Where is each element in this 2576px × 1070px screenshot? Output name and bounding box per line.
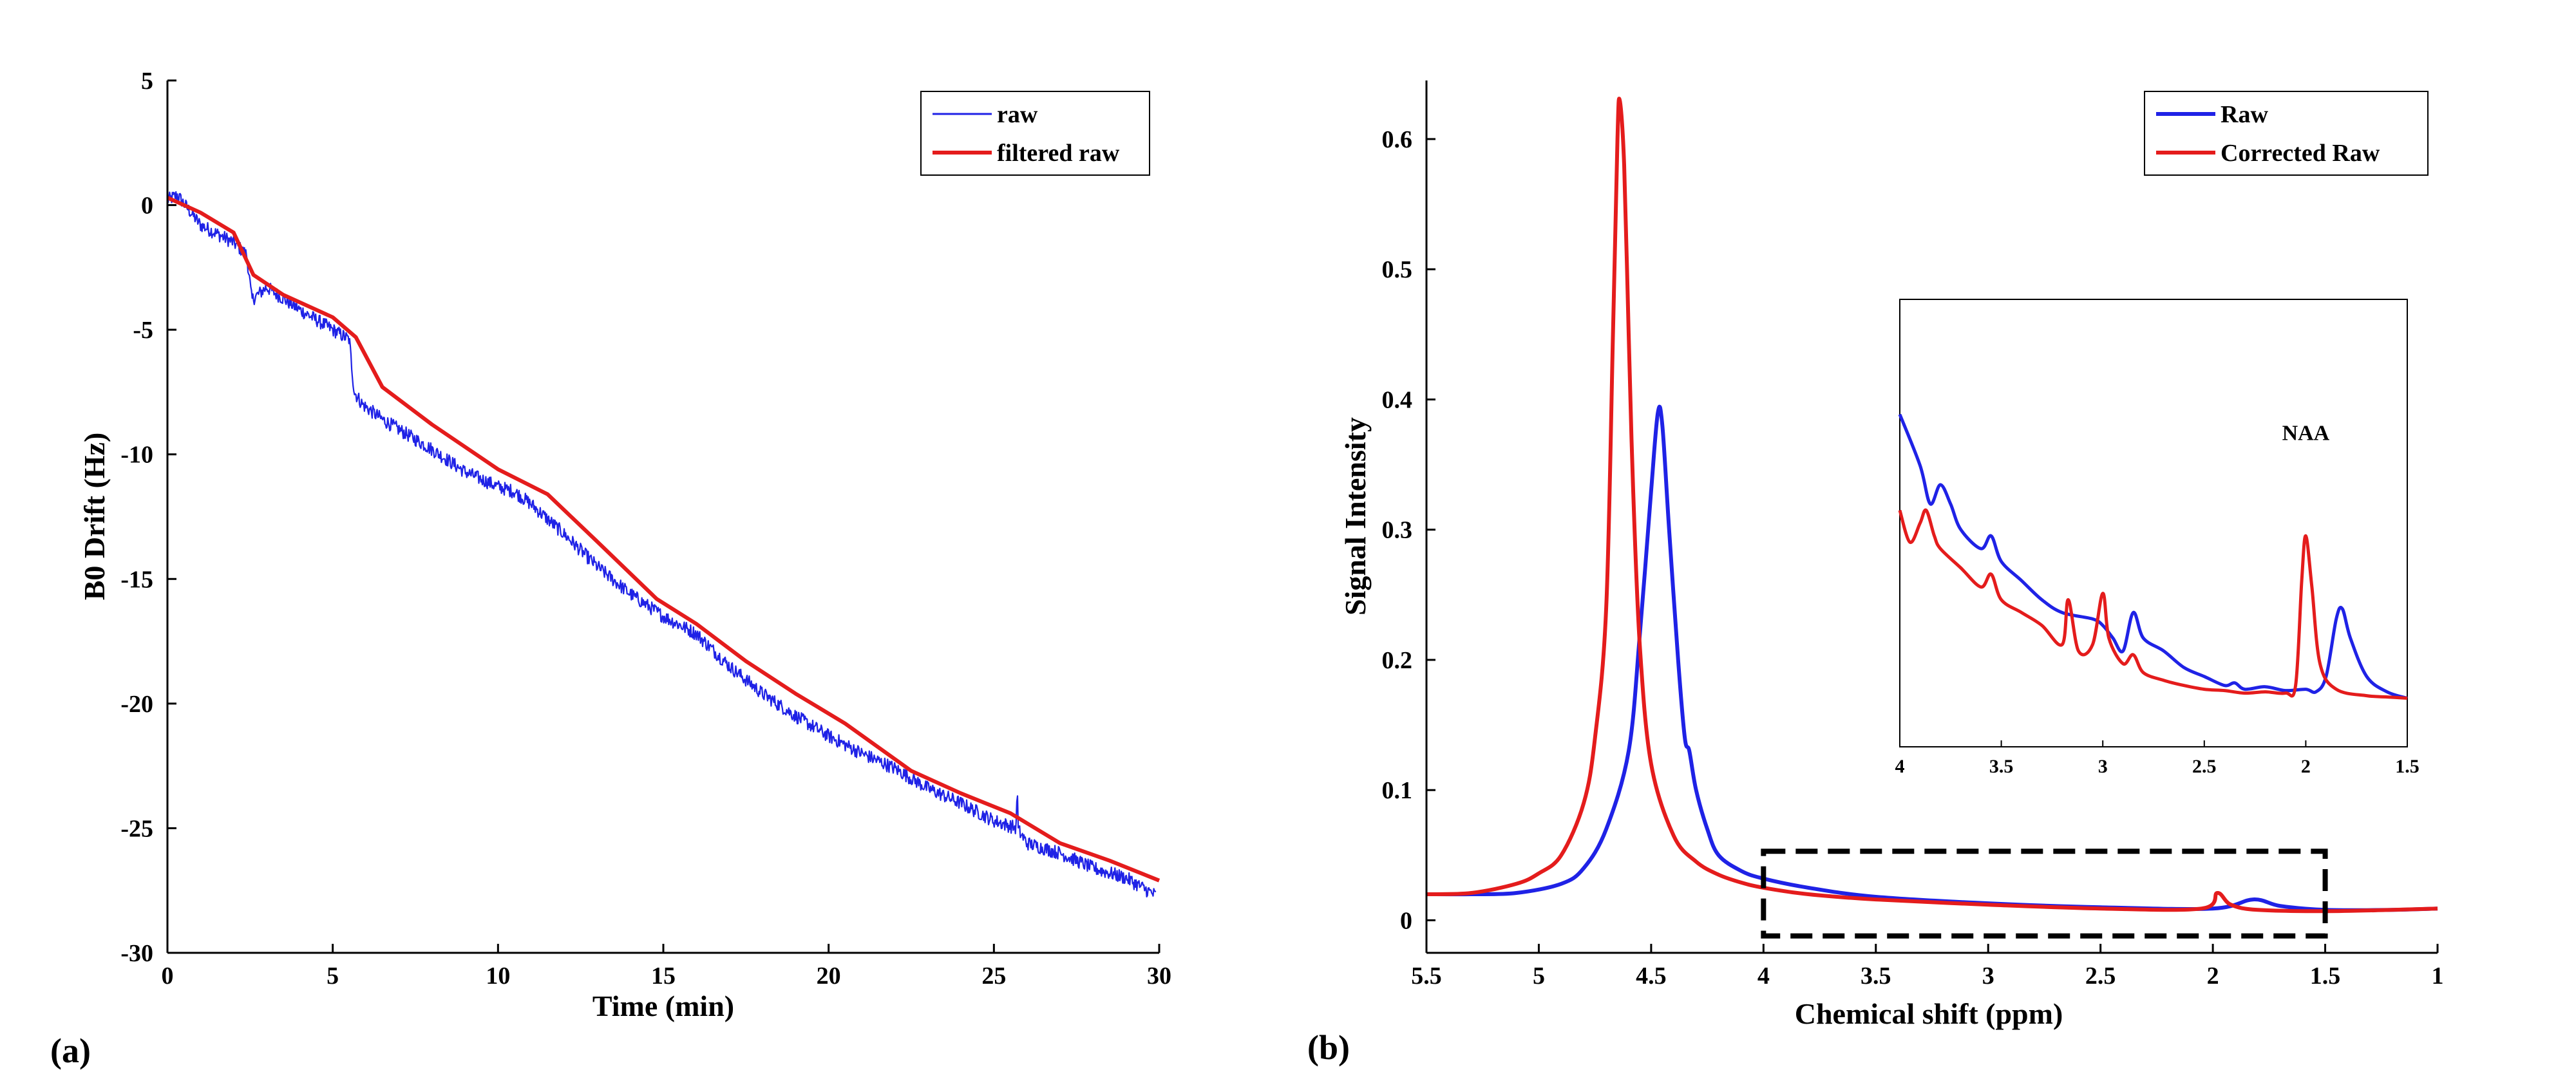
panel-a-x-tick-label: 0 <box>162 962 174 990</box>
panel-a-x-tick-label: 5 <box>327 962 339 990</box>
panel-a-series <box>166 191 1160 898</box>
legend-label-filtered-raw: filtered raw <box>997 140 1120 167</box>
panel-a-x-tick-label: 20 <box>817 962 841 990</box>
panel-b-y-tick-label: 0.5 <box>1382 256 1413 283</box>
panel-a-y-tick-label: -30 <box>120 940 153 967</box>
series-line-raw <box>166 191 1157 898</box>
panel-label-b: (b) <box>1307 1028 1350 1067</box>
inset-x-tick-label: 3 <box>2098 756 2108 777</box>
inset-zoom-chart: 4 3.5 3 2.5 2 1.5 NAA <box>1895 299 2420 777</box>
panel-b-x-tick-label: 1.5 <box>2310 962 2341 990</box>
naa-peak-annotation: NAA <box>2282 421 2330 445</box>
panel-a-y-tick-label: -5 <box>133 317 153 344</box>
panel-a-legend-box <box>920 91 1150 176</box>
panel-b-y-tick-label: 0.6 <box>1382 126 1413 153</box>
panel-a-x-tick-label: 10 <box>486 962 510 990</box>
panel-a-x-tick-label: 30 <box>1147 962 1171 990</box>
inset-x-tick-label: 1.5 <box>2395 756 2420 777</box>
panel-b-axes <box>1425 80 2438 954</box>
panel-a-b0-drift-chart: 0 5 10 15 20 25 30 -30 -25 -20 -15 -10 -5 0 5 Time (m… <box>78 68 1171 1022</box>
inset-x-tick-label: 2.5 <box>2192 756 2217 777</box>
panel-label-a: (a) <box>50 1031 91 1070</box>
panel-a-x-tick-label: 25 <box>981 962 1006 990</box>
panel-b-x-ticks: 5.5 5 4.5 4 3.5 3 2.5 2 1.5 1 <box>1411 944 2444 990</box>
panel-b-y-tick-label: 0.2 <box>1382 647 1413 674</box>
panel-b-series <box>1426 97 2438 914</box>
panel-a-y-tick-label: 5 <box>141 68 153 95</box>
inset-frame <box>1899 299 2408 747</box>
panel-b-y-tick-label: 0.4 <box>1382 386 1413 413</box>
panel-a-y-axis-label: B0 Drift (Hz) <box>78 433 111 601</box>
panel-a-y-tick-label: -25 <box>120 815 153 842</box>
panel-b-x-tick-label: 4.5 <box>1636 962 1667 990</box>
panel-b-legend-box <box>2144 91 2429 176</box>
panel-b-x-tick-label: 5 <box>1533 962 1545 990</box>
panel-a-y-tick-label: 0 <box>141 192 153 220</box>
panel-a-y-tick-label: -15 <box>120 566 153 593</box>
legend-label-corrected-raw: Corrected Raw <box>2221 140 2380 167</box>
panel-b-y-ticks: 0 0.1 0.2 0.3 0.4 0.5 0.6 <box>1382 126 1435 934</box>
series-line-corrected-raw <box>1426 97 2438 914</box>
inset-x-ticks: 4 3.5 3 2.5 2 1.5 <box>1895 740 2420 777</box>
panel-b-x-tick-label: 4 <box>1757 962 1770 990</box>
inset-x-tick-label: 2 <box>2301 756 2311 777</box>
panel-b-y-tick-label: 0 <box>1400 907 1412 934</box>
panel-a-legend: raw filtered raw <box>920 91 1150 176</box>
panel-b-legend: Raw Corrected Raw <box>2144 91 2429 176</box>
legend-label-raw-b: Raw <box>2221 101 2268 128</box>
panel-a-x-axis-label: Time (min) <box>592 990 734 1022</box>
panel-b-spectrum-chart: 5.5 5 4.5 4 3.5 3 2.5 2 1.5 1 0 0.1 0.2 0.3 0.4 0.5 0.6… <box>1339 80 2444 1030</box>
panel-b-x-tick-label: 1 <box>2432 962 2444 990</box>
inset-x-tick-label: 3.5 <box>1989 756 2014 777</box>
panel-b-x-tick-label: 2 <box>2207 962 2219 990</box>
panel-a-y-tick-label: -20 <box>120 691 153 718</box>
panel-b-y-tick-label: 0.3 <box>1382 517 1413 544</box>
panel-b-x-tick-label: 3 <box>1982 962 1994 990</box>
panel-a-y-ticks: -30 -25 -20 -15 -10 -5 0 5 <box>120 68 176 967</box>
panel-b-x-tick-label: 3.5 <box>1861 962 1891 990</box>
inset-series-line-corrected-raw <box>1898 508 2408 700</box>
panel-a-x-tick-label: 15 <box>651 962 676 990</box>
inset-x-tick-label: 4 <box>1895 756 1905 777</box>
series-line-filtered-raw <box>166 196 1160 883</box>
panel-b-x-tick-label: 5.5 <box>1411 962 1442 990</box>
panel-a-x-ticks: 0 5 10 15 20 25 30 <box>162 944 1171 990</box>
inset-series-line-raw <box>1898 413 2408 700</box>
inset-series <box>1898 413 2408 700</box>
panel-b-x-axis-label: Chemical shift (ppm) <box>1795 997 2063 1030</box>
panel-b-y-tick-label: 0.1 <box>1382 777 1413 804</box>
panel-b-y-axis-label: Signal Intensity <box>1339 417 1372 615</box>
legend-label-raw: raw <box>997 101 1038 128</box>
panel-a-y-tick-label: -10 <box>120 442 153 469</box>
panel-b-x-tick-label: 2.5 <box>2085 962 2116 990</box>
